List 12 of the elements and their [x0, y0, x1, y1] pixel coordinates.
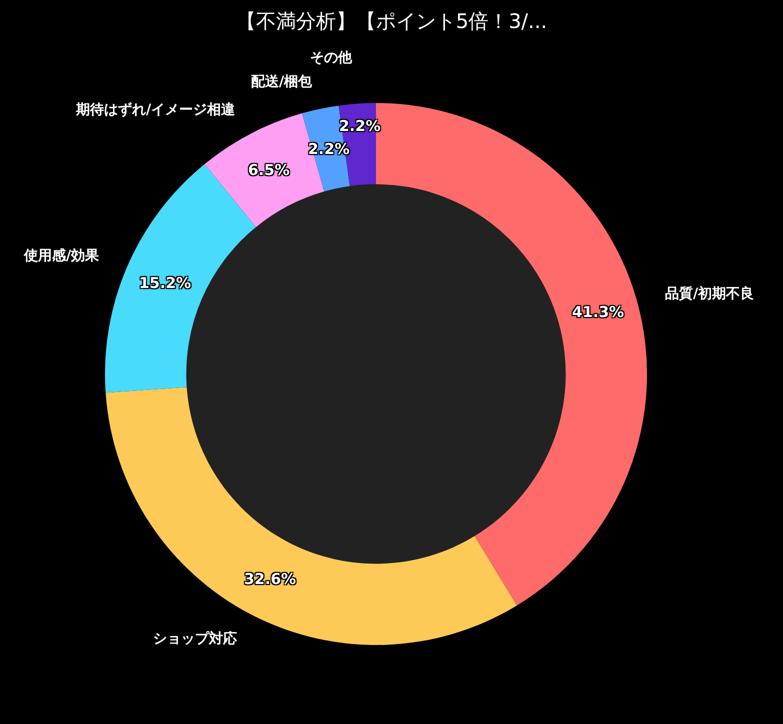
data-label: 6.5%	[248, 161, 290, 179]
data-label: 41.3%	[572, 303, 624, 321]
slice-label: 期待はずれ/イメージ相違	[75, 102, 236, 118]
slice-label: 配送/梱包	[251, 74, 314, 90]
data-label: 15.2%	[139, 274, 192, 292]
slice-label: 品質/初期不良	[665, 285, 754, 302]
chart-title: 【不満分析】【ポイント5倍！3/...	[236, 9, 548, 33]
slice-label: ショップ対応	[153, 630, 237, 647]
donut-slice	[106, 387, 517, 645]
data-label: 32.6%	[244, 570, 296, 588]
slice-label: その他	[310, 50, 353, 66]
slice-label: 使用感/効果	[23, 248, 100, 264]
